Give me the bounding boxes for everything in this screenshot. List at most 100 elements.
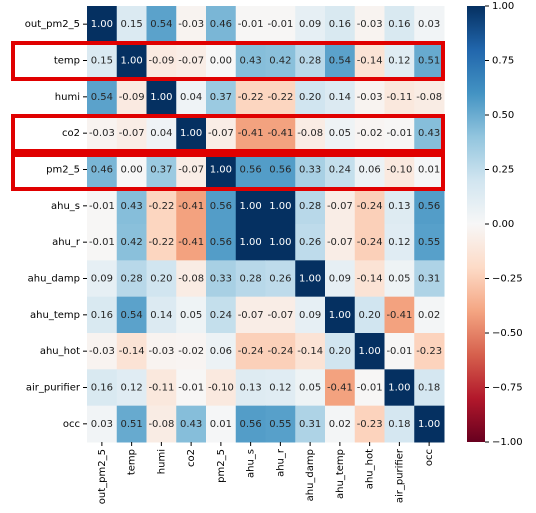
cell-label: 0.33	[210, 274, 232, 285]
cell	[116, 405, 147, 443]
cell-label: 0.03	[418, 19, 440, 30]
cell	[176, 6, 207, 43]
cell	[354, 78, 385, 116]
colorbar-tick-label: 1.00	[492, 1, 514, 12]
cell	[325, 333, 356, 370]
cell-label: 0.05	[299, 383, 321, 394]
colorbar-tick-label: 0.50	[492, 110, 514, 121]
colorbar-tick-label: −0.50	[492, 328, 523, 339]
cell	[354, 187, 385, 225]
cell	[235, 78, 266, 116]
cell-label: 0.02	[418, 310, 440, 321]
y-tick-label: co2	[62, 128, 80, 139]
cell	[265, 405, 296, 443]
highlight-box	[11, 153, 445, 191]
cell	[414, 260, 445, 298]
y-tick-label: air_purifier	[26, 383, 81, 394]
cell	[146, 187, 177, 225]
x-tick-label: ahu_r	[275, 448, 286, 477]
cell	[146, 369, 177, 407]
cell-label: 0.37	[210, 92, 232, 103]
y-tick-label: ahu_temp	[30, 310, 80, 321]
cell	[87, 187, 118, 225]
cell-label: -0.01	[89, 237, 115, 248]
cell-label: -0.41	[327, 383, 353, 394]
cell-label: -0.09	[119, 92, 145, 103]
cell	[384, 6, 415, 43]
cell	[295, 296, 326, 334]
cell	[116, 296, 147, 334]
cell-label: -0.10	[386, 165, 412, 176]
cell	[206, 369, 237, 407]
cell	[295, 151, 326, 189]
cell	[176, 224, 207, 261]
cell-label: 1.00	[329, 310, 351, 321]
cell-label: 0.28	[239, 274, 261, 285]
cell	[146, 333, 177, 370]
cell	[146, 6, 177, 43]
y-tick-label: occ	[63, 419, 80, 430]
cell-label: 0.28	[299, 56, 321, 67]
cell	[384, 115, 415, 152]
cell	[116, 78, 147, 116]
cell-label: 1.00	[239, 201, 261, 212]
x-tick-label: air_purifier	[394, 448, 405, 503]
cell-label: -0.41	[386, 310, 412, 321]
cell-label: 0.05	[329, 128, 351, 139]
cell	[116, 333, 147, 370]
cell	[176, 369, 207, 407]
cell-label: -0.41	[267, 128, 293, 139]
cell-label: 0.04	[150, 128, 172, 139]
cell-label: 0.24	[210, 310, 232, 321]
y-tick-label: out_pm2_5	[25, 19, 80, 30]
cell	[325, 151, 356, 189]
cell-label: 0.06	[210, 346, 232, 357]
cell	[116, 187, 147, 225]
y-tick-label: ahu_s	[51, 201, 80, 212]
cell	[206, 187, 237, 225]
cell-label: 0.03	[91, 419, 113, 430]
cell	[116, 42, 147, 80]
cell	[116, 224, 147, 261]
cell-label: 0.15	[120, 19, 142, 30]
cell-label: 0.16	[388, 19, 410, 30]
y-tick-label: pm2_5	[46, 165, 80, 176]
cell-label: 0.15	[91, 56, 113, 67]
cell	[235, 187, 266, 225]
cell	[295, 369, 326, 407]
cell	[384, 187, 415, 225]
cell-label: -0.11	[148, 383, 174, 394]
cell-label: -0.22	[238, 92, 264, 103]
x-tick-label: pm2_5	[216, 449, 227, 483]
cell-label: -0.24	[357, 237, 383, 248]
cell	[414, 115, 445, 152]
cell-label: 0.02	[329, 419, 351, 430]
cell	[325, 6, 356, 43]
cell	[414, 42, 445, 80]
cell-label: 0.42	[120, 237, 142, 248]
cell-label: 0.14	[329, 92, 351, 103]
cell-label: 0.13	[239, 383, 261, 394]
cell	[265, 260, 296, 298]
cell	[206, 78, 237, 116]
x-tick-label: ahu_temp	[335, 449, 346, 499]
cell	[116, 151, 147, 189]
cell	[354, 224, 385, 261]
cell	[87, 6, 118, 43]
cell	[295, 187, 326, 225]
colorbar	[467, 6, 485, 442]
cell-label: -0.02	[178, 346, 204, 357]
cell	[295, 115, 326, 152]
cell-label: 0.37	[150, 165, 172, 176]
cell-label: -0.03	[178, 19, 204, 30]
cell-label: 0.31	[418, 274, 440, 285]
cell	[384, 78, 415, 116]
cell	[235, 405, 266, 443]
colorbar-tick-label: 0.00	[492, 219, 514, 230]
y-tick-label: ahu_hot	[40, 346, 80, 357]
cell-label: 1.00	[388, 383, 410, 394]
cell	[325, 115, 356, 152]
highlight-box	[11, 41, 445, 81]
cell-label: 0.56	[269, 165, 291, 176]
cell	[176, 115, 207, 152]
